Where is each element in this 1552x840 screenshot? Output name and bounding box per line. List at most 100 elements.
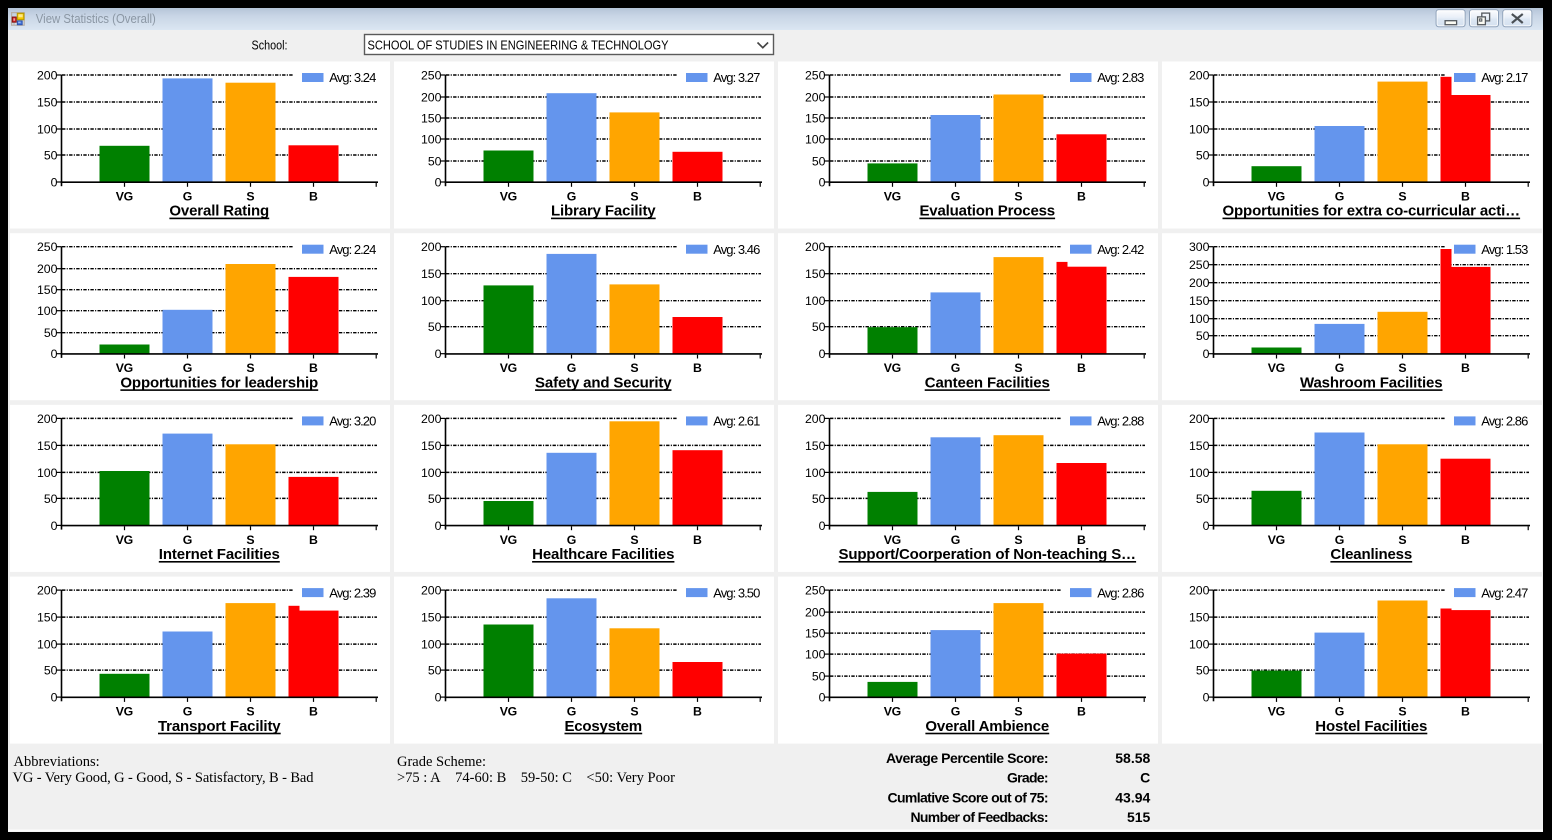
svg-text:Overall Ambience: Overall Ambience: [925, 718, 1049, 735]
svg-text:S: S: [630, 361, 638, 375]
svg-text:G: G: [183, 361, 193, 375]
svg-text:G: G: [951, 533, 961, 547]
svg-text:200: 200: [37, 584, 58, 598]
svg-text:250: 250: [37, 240, 58, 254]
svg-text:150: 150: [805, 627, 826, 641]
svg-text:200: 200: [1189, 412, 1210, 426]
svg-text:50: 50: [44, 492, 58, 506]
svg-text:Safety and Security: Safety and Security: [535, 374, 672, 391]
svg-text:B: B: [1461, 190, 1470, 204]
svg-text:Hostel Facilities: Hostel Facilities: [1315, 718, 1427, 735]
svg-text:S: S: [630, 533, 638, 547]
svg-text:43.94: 43.94: [1115, 789, 1150, 805]
svg-text:VG: VG: [500, 705, 518, 719]
svg-text:50: 50: [428, 492, 442, 506]
svg-text:B: B: [1461, 705, 1470, 719]
svg-text:G: G: [951, 361, 961, 375]
svg-text:S: S: [1014, 705, 1022, 719]
svg-text:VG: VG: [500, 361, 518, 375]
svg-text:150: 150: [421, 439, 442, 453]
svg-text:Support/Coorperation of Non-te: Support/Coorperation of Non-teaching S…: [839, 546, 1137, 563]
svg-text:S: S: [630, 705, 638, 719]
svg-text:100: 100: [37, 304, 58, 318]
svg-text:0: 0: [435, 691, 442, 705]
svg-text:300: 300: [1189, 240, 1210, 254]
svg-text:100: 100: [1189, 312, 1210, 326]
svg-text:Avg: 2.42: Avg: 2.42: [1097, 242, 1144, 257]
svg-text:VG: VG: [884, 705, 902, 719]
svg-text:Overall Rating: Overall Rating: [169, 203, 269, 220]
svg-text:B: B: [1077, 705, 1086, 719]
svg-text:B: B: [693, 533, 702, 547]
svg-text:0: 0: [51, 691, 58, 705]
svg-text:Avg: 2.83: Avg: 2.83: [1097, 70, 1144, 85]
svg-text:View Statistics (Overall): View Statistics (Overall): [36, 11, 156, 26]
svg-text:0: 0: [435, 519, 442, 533]
svg-text:Avg: 3.24: Avg: 3.24: [329, 70, 376, 85]
svg-text:G: G: [1335, 190, 1345, 204]
svg-text:Avg: 2.47: Avg: 2.47: [1481, 585, 1528, 600]
svg-text:VG: VG: [884, 361, 902, 375]
svg-text:50: 50: [1196, 148, 1210, 162]
svg-text:100: 100: [1189, 466, 1210, 480]
svg-text:250: 250: [421, 68, 442, 82]
svg-text:50: 50: [428, 664, 442, 678]
svg-text:Transport Facility: Transport Facility: [158, 718, 281, 735]
svg-text:50: 50: [812, 670, 826, 684]
svg-text:B: B: [1077, 361, 1086, 375]
svg-text:200: 200: [1189, 68, 1210, 82]
svg-text:S: S: [1398, 533, 1406, 547]
svg-text:B: B: [1077, 190, 1086, 204]
svg-text:100: 100: [37, 638, 58, 652]
svg-text:200: 200: [1189, 276, 1210, 290]
svg-text:G: G: [183, 705, 193, 719]
svg-text:Healthcare Facilities: Healthcare Facilities: [532, 546, 674, 563]
svg-text:50: 50: [428, 154, 442, 168]
svg-text:0: 0: [1203, 519, 1210, 533]
svg-text:C: C: [1140, 770, 1150, 786]
svg-text:200: 200: [421, 90, 442, 104]
svg-text:S: S: [246, 361, 254, 375]
svg-text:200: 200: [421, 584, 442, 598]
svg-text:G: G: [567, 361, 577, 375]
svg-text:>75 : A 74-60: B 59-50:: >75 : A 74-60: B 59-50: C <50: Very Poor: [397, 770, 675, 786]
svg-text:515: 515: [1127, 809, 1151, 825]
svg-text:Library Facility: Library Facility: [551, 203, 656, 220]
svg-text:B: B: [693, 705, 702, 719]
svg-text:0: 0: [51, 175, 58, 189]
svg-text:Opportunities for extra co-cur: Opportunities for extra co-curricular ac…: [1223, 203, 1521, 220]
svg-text:VG: VG: [884, 190, 902, 204]
svg-text:S: S: [630, 190, 638, 204]
svg-text:VG: VG: [500, 190, 518, 204]
svg-text:S: S: [1398, 190, 1406, 204]
svg-text:Washroom Facilities: Washroom Facilities: [1300, 374, 1443, 391]
svg-text:B: B: [1461, 533, 1470, 547]
svg-text:B: B: [1077, 533, 1086, 547]
svg-text:200: 200: [805, 412, 826, 426]
svg-text:150: 150: [37, 611, 58, 625]
svg-text:VG: VG: [1268, 190, 1286, 204]
svg-text:50: 50: [44, 326, 58, 340]
svg-text:Avg: 2.17: Avg: 2.17: [1481, 70, 1528, 85]
svg-text:G: G: [951, 705, 961, 719]
svg-text:58.58: 58.58: [1115, 750, 1150, 766]
svg-text:G: G: [567, 190, 577, 204]
svg-text:G: G: [183, 533, 193, 547]
svg-text:VG: VG: [116, 533, 134, 547]
svg-text:100: 100: [421, 638, 442, 652]
svg-text:Cleanliness: Cleanliness: [1330, 546, 1412, 563]
svg-text:G: G: [1335, 705, 1345, 719]
svg-text:0: 0: [819, 347, 826, 361]
svg-text:Avg: 2.39: Avg: 2.39: [329, 585, 376, 600]
svg-text:Avg: 2.24: Avg: 2.24: [329, 242, 376, 257]
svg-text:100: 100: [421, 466, 442, 480]
svg-text:0: 0: [1203, 175, 1210, 189]
svg-text:200: 200: [421, 412, 442, 426]
svg-text:VG: VG: [1268, 361, 1286, 375]
svg-text:150: 150: [805, 111, 826, 125]
svg-text:100: 100: [1189, 122, 1210, 136]
svg-text:0: 0: [435, 175, 442, 189]
svg-text:Average Percentile Score:: Average Percentile Score:: [886, 750, 1049, 766]
svg-text:S: S: [246, 533, 254, 547]
svg-text:S: S: [1014, 361, 1022, 375]
